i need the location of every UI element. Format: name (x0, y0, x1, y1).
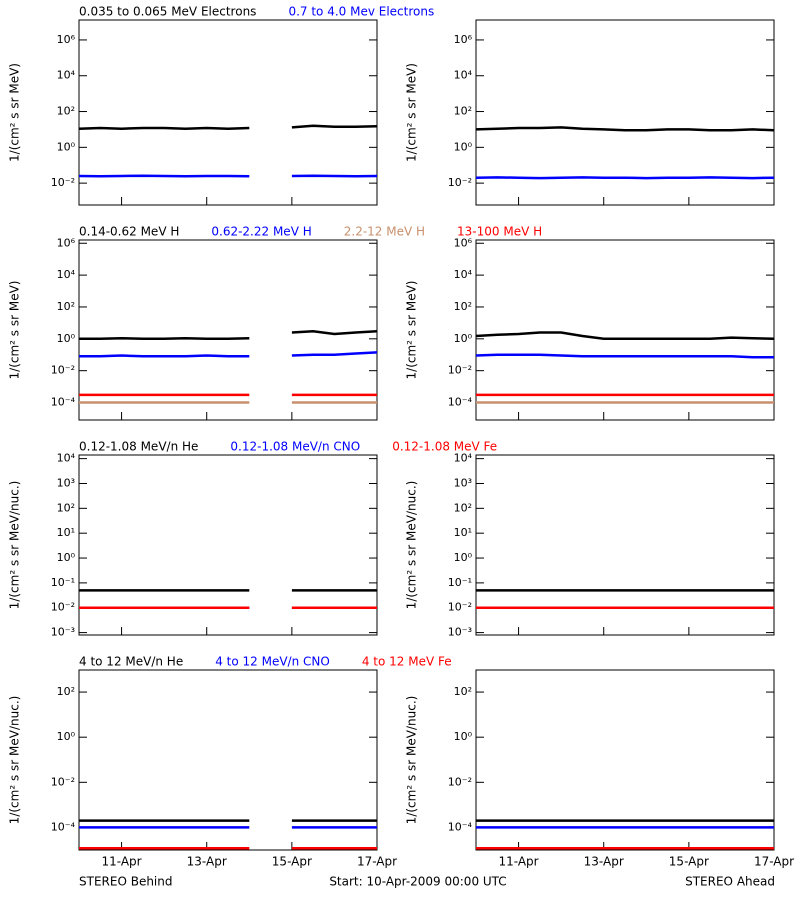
x-tick-label: 13-Apr (584, 855, 624, 869)
y-tick-label: 10² (454, 300, 472, 313)
x-tick-label: 13-Apr (187, 855, 227, 869)
footer-left: STEREO Behind (79, 875, 173, 889)
y-tick-label: 10² (57, 105, 75, 118)
legend-entry: 0.14-0.62 MeV H (79, 225, 179, 239)
y-tick-label: 10⁻² (51, 364, 75, 377)
plot-frame (475, 239, 775, 421)
legend-entry: 0.62-2.22 MeV H (211, 225, 311, 239)
y-tick-label: 10² (57, 300, 75, 313)
y-tick-label: 10⁻² (51, 176, 75, 189)
plot-frame (475, 454, 775, 636)
y-tick-label: 10⁰ (57, 730, 76, 743)
y-tick-label: 10² (454, 685, 472, 698)
legend-entry: 0.035 to 0.065 MeV Electrons (79, 5, 256, 19)
y-tick-label: 10⁻² (448, 364, 472, 377)
plot-frame (78, 454, 378, 636)
y-tick-label: 10⁶ (57, 236, 76, 249)
y-axis-label: 1/(cm² s sr MeV/nuc.) (405, 481, 419, 610)
y-tick-label: 10⁰ (57, 551, 76, 564)
legend-entry: 0.12-1.08 MeV/n CNO (230, 440, 360, 454)
y-tick-label: 10⁴ (454, 268, 473, 281)
y-tick-label: 10² (57, 685, 75, 698)
x-tick-label: 15-Apr (669, 855, 709, 869)
x-tick-label: 17-Apr (754, 855, 794, 869)
y-tick-label: 10⁶ (57, 33, 76, 46)
series-line (79, 329, 378, 341)
y-tick-label: 10⁻² (448, 601, 472, 614)
y-tick-label: 10⁴ (57, 268, 76, 281)
series-line (475, 126, 775, 132)
plot-frame (78, 239, 378, 421)
y-tick-label: 10⁻⁴ (51, 820, 76, 833)
series-line (78, 124, 378, 130)
y-tick-label: 10⁰ (454, 332, 473, 345)
footer-right: STEREO Ahead (685, 875, 775, 889)
legend-entry: 13-100 MeV H (457, 225, 542, 239)
y-tick-label: 10⁰ (454, 140, 473, 153)
legend-entry: 4 to 12 MeV/n He (79, 655, 183, 669)
y-tick-label: 10⁻² (51, 601, 75, 614)
series-line (475, 176, 775, 180)
y-tick-label: 10¹ (454, 526, 472, 539)
y-tick-label: 10⁰ (57, 332, 76, 345)
y-axis-label: 1/(cm² s sr MeV/nuc.) (8, 481, 22, 610)
y-tick-label: 10⁰ (57, 140, 76, 153)
legend-entry: 0.12-1.08 MeV/n He (79, 440, 198, 454)
legend-entry: 2.2-12 MeV H (344, 225, 425, 239)
series-line (79, 351, 378, 358)
y-axis-label: 1/(cm² s sr MeV) (405, 281, 419, 380)
series-line (78, 174, 378, 178)
legend-entry: 0.12-1.08 MeV Fe (392, 440, 497, 454)
footer-center: Start: 10-Apr-2009 00:00 UTC (329, 875, 506, 889)
plot-frame (78, 19, 378, 206)
y-tick-label: 10⁶ (454, 33, 473, 46)
y-tick-label: 10² (454, 105, 472, 118)
y-tick-label: 10² (454, 501, 472, 514)
legend-entry: 4 to 12 MeV/n CNO (215, 655, 330, 669)
y-axis-label: 1/(cm² s sr MeV) (8, 281, 22, 380)
x-tick-label: 15-Apr (272, 855, 312, 869)
y-tick-label: 10⁻² (448, 176, 472, 189)
x-tick-label: 17-Apr (357, 855, 397, 869)
x-tick-label: 11-Apr (499, 855, 539, 869)
y-tick-label: 10⁻¹ (448, 576, 472, 589)
y-tick-label: 10² (57, 501, 75, 514)
y-tick-label: 10⁻⁴ (448, 820, 473, 833)
y-tick-label: 10³ (57, 476, 75, 489)
y-tick-label: 10⁻³ (448, 626, 472, 639)
y-axis-label: 1/(cm² s sr MeV/nuc.) (8, 696, 22, 825)
y-tick-label: 10⁻³ (51, 626, 75, 639)
plot-frame (475, 19, 775, 206)
legend-entry: 4 to 12 MeV Fe (362, 655, 452, 669)
y-tick-label: 10⁻² (51, 775, 75, 788)
y-tick-label: 10⁴ (454, 452, 473, 465)
y-tick-label: 10⁴ (57, 69, 76, 82)
y-tick-label: 10³ (454, 476, 472, 489)
y-axis-label: 1/(cm² s sr MeV) (8, 63, 22, 162)
series-line (475, 353, 774, 359)
y-tick-label: 10⁻² (448, 775, 472, 788)
y-tick-label: 10⁻¹ (51, 576, 75, 589)
plot-frame (475, 669, 775, 851)
y-axis-label: 1/(cm² s sr MeV) (405, 63, 419, 162)
x-tick-label: 11-Apr (102, 855, 142, 869)
y-axis-label: 1/(cm² s sr MeV/nuc.) (405, 696, 419, 825)
y-tick-label: 10⁴ (454, 69, 473, 82)
y-tick-label: 10⁶ (454, 236, 473, 249)
y-tick-label: 10¹ (57, 526, 75, 539)
y-tick-label: 10⁴ (57, 452, 76, 465)
series-line (475, 331, 775, 341)
y-tick-label: 10⁻⁴ (51, 396, 76, 409)
y-tick-label: 10⁻⁴ (448, 396, 473, 409)
legend-entry: 0.7 to 4.0 Mev Electrons (288, 5, 434, 19)
y-tick-label: 10⁰ (454, 730, 473, 743)
y-tick-label: 10⁰ (454, 551, 473, 564)
plot-frame (78, 669, 378, 851)
